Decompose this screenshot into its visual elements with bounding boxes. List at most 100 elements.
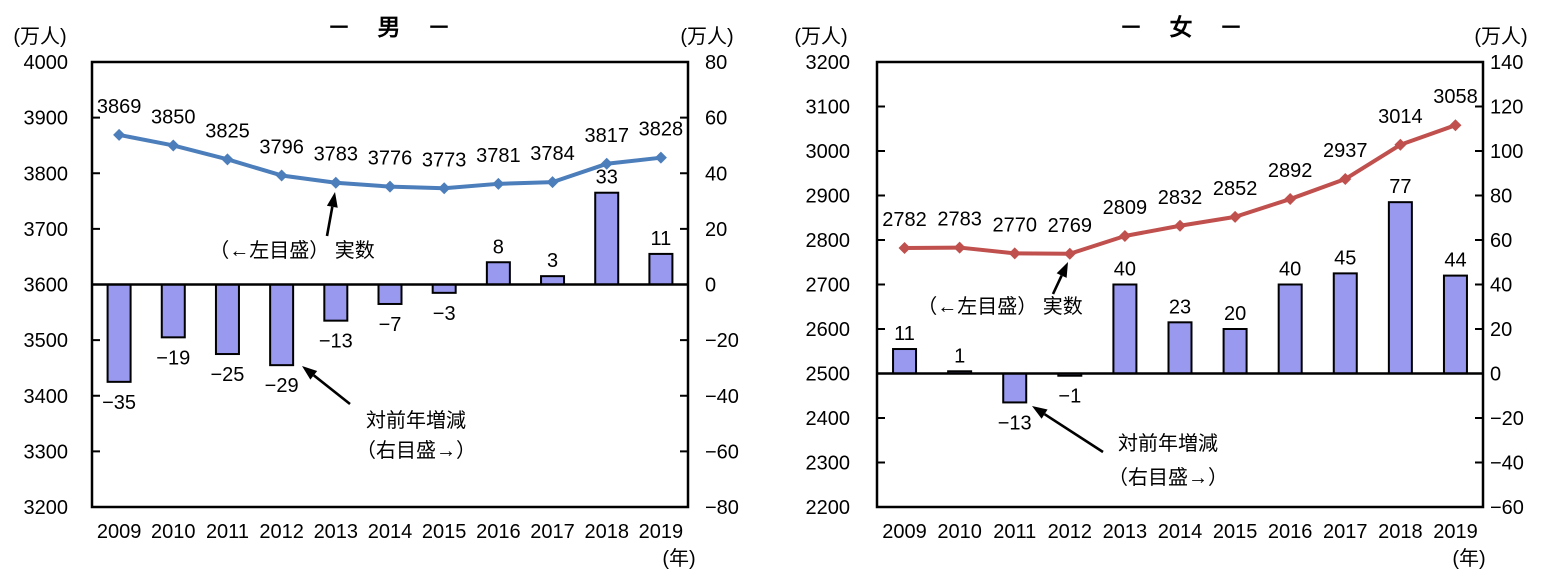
x-axis-label: 2014 bbox=[1158, 521, 1203, 543]
bar-2018 bbox=[594, 191, 620, 286]
right-axis-tick-label: 0 bbox=[705, 275, 716, 297]
bar-value-label: −19 bbox=[156, 347, 190, 369]
bar-value-label: 1 bbox=[954, 345, 965, 367]
line-marker bbox=[329, 176, 342, 189]
left-axis-tick-label: 2300 bbox=[806, 453, 851, 475]
right-axis-tick-label: −20 bbox=[705, 330, 739, 352]
line-marker bbox=[1449, 119, 1462, 132]
left-axis-tick-label: 3600 bbox=[24, 275, 69, 297]
x-axis-label: 2011 bbox=[206, 521, 249, 543]
x-axis-label: 2019 bbox=[1433, 521, 1478, 543]
line-marker bbox=[1008, 247, 1021, 260]
left-axis-tick-label: 3100 bbox=[806, 97, 851, 119]
line-marker bbox=[275, 169, 288, 182]
right-axis-tick-label: 100 bbox=[1490, 141, 1523, 163]
bar-annotation-label-1: 対前年増減 bbox=[366, 409, 466, 432]
x-axis-label: 2010 bbox=[151, 521, 196, 543]
line-value-label: 2937 bbox=[1323, 140, 1368, 162]
right-axis-tick-label: 80 bbox=[705, 52, 727, 74]
right-axis-tick-label: 80 bbox=[1490, 186, 1512, 208]
left-axis-tick-label: 3200 bbox=[24, 497, 69, 519]
bar-2013 bbox=[1112, 283, 1138, 375]
bar-2016 bbox=[485, 261, 511, 286]
line-value-label: 3869 bbox=[97, 96, 142, 118]
bar-annotation-label-2: （右目盛→） bbox=[356, 439, 476, 462]
plot-frame bbox=[875, 60, 1485, 509]
x-axis-label: 2011 bbox=[993, 521, 1036, 543]
x-axis-label: 2009 bbox=[97, 521, 142, 543]
line-marker bbox=[221, 153, 234, 166]
right-axis-tick-label: 0 bbox=[1490, 364, 1501, 386]
x-axis-label: 2015 bbox=[422, 521, 467, 543]
bar-2013 bbox=[323, 283, 349, 322]
x-axis-label: 2013 bbox=[314, 521, 359, 543]
left-axis-tick-label: 2200 bbox=[806, 497, 851, 519]
x-axis-label: 2018 bbox=[1378, 521, 1423, 543]
chart-title-female: － 女 － bbox=[1119, 14, 1245, 40]
line-marker bbox=[953, 241, 966, 254]
line-marker bbox=[1339, 173, 1352, 186]
line-marker bbox=[1118, 229, 1131, 242]
line-marker bbox=[384, 180, 396, 193]
bar-2016 bbox=[1277, 283, 1303, 375]
bar-2018 bbox=[1387, 201, 1413, 375]
bar-annotation-label-2: （右目盛→） bbox=[1108, 466, 1228, 489]
line-value-label: 2782 bbox=[882, 209, 927, 231]
line-marker bbox=[167, 139, 180, 152]
left-axis-tick-label: 3800 bbox=[24, 163, 69, 185]
annotation-arrow-shaft bbox=[325, 206, 334, 237]
line-marker bbox=[1284, 193, 1297, 206]
plot-frame bbox=[90, 60, 690, 509]
bar-value-label: −1 bbox=[1058, 386, 1081, 408]
line-annotation-label: （←左目盛） 実数 bbox=[209, 239, 375, 262]
annotation-arrowhead bbox=[302, 366, 318, 380]
line-marker bbox=[1394, 138, 1407, 151]
x-axis-label: 2016 bbox=[1268, 521, 1313, 543]
left-axis-tick-label: 2500 bbox=[806, 364, 851, 386]
line-marker bbox=[1229, 210, 1242, 223]
bar-2009 bbox=[106, 283, 132, 383]
line-value-label: 3781 bbox=[476, 145, 521, 167]
bar-2019 bbox=[648, 252, 674, 286]
bar-value-label: −13 bbox=[998, 412, 1032, 434]
right-axis-tick-label: 120 bbox=[1490, 97, 1523, 119]
left-axis-tick-label: 3400 bbox=[24, 386, 69, 408]
line-value-label: 3796 bbox=[259, 136, 304, 158]
bar-value-label: 77 bbox=[1389, 176, 1411, 198]
line-value-label: 3828 bbox=[639, 119, 684, 141]
annotation-arrowhead bbox=[1032, 406, 1048, 419]
left-axis-tick-label: 3000 bbox=[806, 141, 851, 163]
line-marker bbox=[898, 242, 911, 255]
line-marker bbox=[492, 177, 505, 190]
line-marker bbox=[1174, 219, 1186, 232]
x-axis-label: 2019 bbox=[639, 521, 684, 543]
annotation-arrowhead bbox=[326, 192, 338, 208]
female-chart-canvas: 2200 2300 2400 2500 2600 2700 2800 2900 3000 3100… bbox=[794, 25, 1527, 570]
bar-2017 bbox=[1332, 272, 1358, 375]
bar-value-label: 45 bbox=[1334, 247, 1356, 269]
left-axis-tick-label: 3500 bbox=[24, 330, 69, 352]
right-axis-tick-label: 40 bbox=[1490, 275, 1512, 297]
left-axis-tick-label: 2800 bbox=[806, 230, 851, 252]
x-axis-label: 2018 bbox=[584, 521, 629, 543]
line-value-label: 3817 bbox=[584, 125, 629, 147]
bar-2014 bbox=[1167, 321, 1193, 375]
bar-value-label: −35 bbox=[102, 392, 136, 414]
line-value-label: 3783 bbox=[314, 144, 359, 166]
line-value-label: 2769 bbox=[1048, 215, 1093, 237]
x-axis-label: 2014 bbox=[368, 521, 413, 543]
line-marker bbox=[600, 157, 613, 170]
line-marker bbox=[1063, 247, 1076, 260]
right-axis-unit: (万人) bbox=[1474, 25, 1527, 48]
x-axis-unit: (年) bbox=[1452, 547, 1485, 570]
bar-value-label: 40 bbox=[1114, 259, 1136, 281]
x-axis-label: 2017 bbox=[1323, 521, 1368, 543]
right-axis-tick-label: −60 bbox=[1490, 497, 1524, 519]
left-axis-tick-label: 3700 bbox=[24, 219, 69, 241]
left-axis-tick-label: 3200 bbox=[806, 52, 851, 74]
bar-2019 bbox=[1442, 274, 1468, 375]
x-axis-label: 2009 bbox=[882, 521, 927, 543]
line-value-label: 2892 bbox=[1268, 160, 1313, 182]
bar-value-label: 23 bbox=[1169, 296, 1191, 318]
